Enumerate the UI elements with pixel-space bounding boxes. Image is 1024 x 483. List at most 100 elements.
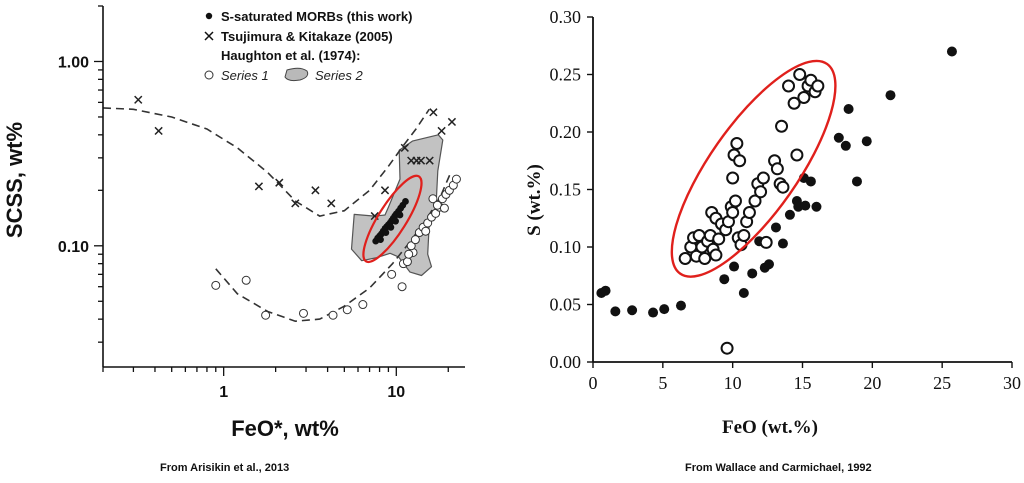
open-circle-point — [709, 248, 723, 262]
red-highlight-ellipse — [670, 59, 837, 278]
left-chart: 1 10 0.10 1.00 FeO*, wt% SCSS, wt% S-satura… — [2, 5, 465, 441]
open-circle-point — [726, 206, 740, 219]
left-axes: 1 10 0.10 1.00 — [58, 5, 465, 401]
open-circle-point — [742, 206, 756, 219]
right-highlight-ellipse — [670, 59, 837, 278]
series1-open-circle — [404, 249, 414, 259]
filled-circle-point — [843, 104, 854, 114]
series1-open-circle — [428, 194, 438, 204]
series1-open-circle — [241, 275, 251, 285]
open-circle-point — [770, 162, 784, 176]
right-x-axis-label: FeO (wt.%) — [722, 417, 818, 438]
tsujimura-x-marker — [311, 186, 320, 195]
open-circle-point — [754, 185, 768, 199]
open-circle-point — [811, 79, 825, 93]
legend-filled-circle-marker — [205, 12, 213, 20]
legend-label-tsujimura: Tsujimura & Kitakaze (2005) — [221, 29, 393, 44]
right-y-tick-label: 0.00 — [550, 352, 582, 372]
right-y-axis-label: S (wt.%) — [524, 164, 545, 236]
series1-open-circle — [211, 280, 221, 290]
open-circle-point — [790, 148, 804, 162]
right-x-tick-label: 20 — [863, 373, 881, 393]
filled-circle-point — [811, 201, 822, 212]
open-circle-point — [737, 229, 751, 242]
filled-circle-point — [659, 304, 670, 315]
right-y-tick-label: 0.25 — [550, 65, 582, 85]
legend-x-marker — [204, 31, 214, 41]
tsujimura-x-marker — [400, 143, 409, 152]
filled-circle-point — [719, 274, 730, 285]
series2-blob — [350, 134, 444, 277]
filled-circle-point — [833, 132, 844, 143]
right-caption: From Wallace and Carmichael, 1992 — [685, 462, 872, 474]
open-circle-point — [720, 341, 734, 355]
open-circle-point — [748, 194, 762, 208]
left-y-tick-label: 1.00 — [58, 54, 89, 71]
filled-circle-point — [885, 90, 896, 101]
right-axes: 0 5 10 15 20 25 30 0.00 0.05 0.10 0.15 0.20 0.25 0.30 — [550, 7, 1022, 393]
legend-label-haughton: Haughton et al. (1974): — [221, 48, 360, 63]
open-circle-point — [787, 96, 801, 110]
filled-circle-point — [600, 285, 611, 296]
filled-circle-point — [840, 140, 851, 151]
open-circle-point — [756, 171, 770, 185]
right-y-tick-label: 0.05 — [550, 295, 582, 315]
open-circle-point — [733, 154, 747, 168]
right-x-tick-label: 15 — [794, 373, 812, 393]
series1-open-circle — [328, 310, 338, 320]
filled-circle-point — [777, 238, 788, 249]
series1-open-circle — [439, 203, 449, 213]
tsujimura-x-marker — [425, 156, 434, 165]
tsujimura-x-marker — [275, 178, 284, 187]
open-circle-point — [775, 119, 789, 133]
filled-circle-point — [747, 268, 758, 279]
series1-open-circle — [410, 235, 420, 245]
filled-circle-point — [763, 259, 774, 270]
left-x-axis-label: FeO*, wt% — [231, 416, 339, 441]
series1-open-circle — [342, 305, 352, 315]
left-highlight-ellipse — [362, 174, 423, 264]
open-circle-point — [698, 252, 712, 265]
series1-open-circle — [387, 269, 397, 279]
morb-filled-circle — [387, 223, 395, 231]
tsujimura-x-marker — [380, 186, 390, 195]
filled-circle-point — [729, 261, 740, 272]
series1-open-circle — [397, 282, 407, 292]
left-caption: From Arisikin et al., 2013 — [160, 462, 290, 474]
open-circle-point — [678, 252, 692, 265]
filled-circle-point — [738, 288, 749, 298]
tsujimura-x-marker — [134, 95, 143, 104]
filled-circle-point — [648, 307, 659, 318]
filled-circle-point — [800, 200, 811, 211]
open-circle-point — [782, 79, 796, 93]
tsujimura-x-marker — [154, 126, 163, 136]
right-y-tick-label: 0.30 — [550, 7, 582, 27]
tsujimura-x-marker — [254, 182, 264, 191]
series1-open-circle — [451, 174, 461, 184]
open-circle-point — [797, 91, 811, 104]
legend-grey-blob-marker — [284, 67, 309, 82]
morb-filled-circle — [402, 198, 409, 205]
left-y-tick-label: 0.10 — [58, 239, 89, 256]
open-circle-point — [776, 180, 790, 194]
right-x-tick-label: 0 — [589, 373, 598, 393]
series1-open-circle — [298, 308, 308, 318]
right-x-tick-label: 10 — [724, 373, 742, 393]
legend-label-series2: Series 2 — [315, 68, 363, 83]
filled-circle-point — [770, 222, 781, 233]
left-legend: S-saturated MORBs (this work) Tsujimura &… — [204, 9, 412, 83]
legend-label-morb: S-saturated MORBs (this work) — [221, 9, 412, 24]
right-y-tick-label: 0.20 — [550, 122, 582, 142]
morb-filled-circle — [377, 236, 384, 244]
filled-circle-point — [675, 300, 686, 311]
series1-open-circle — [261, 310, 271, 320]
open-circle-point — [712, 232, 726, 246]
series1-open-circle — [406, 241, 416, 251]
open-circle-point — [728, 194, 742, 208]
right-y-tick-label: 0.15 — [550, 180, 582, 200]
red-highlight-ellipse — [362, 174, 423, 264]
right-x-tick-label: 5 — [658, 373, 667, 393]
tsujimura-x-marker — [429, 108, 438, 117]
series1-open-circle — [421, 226, 431, 236]
